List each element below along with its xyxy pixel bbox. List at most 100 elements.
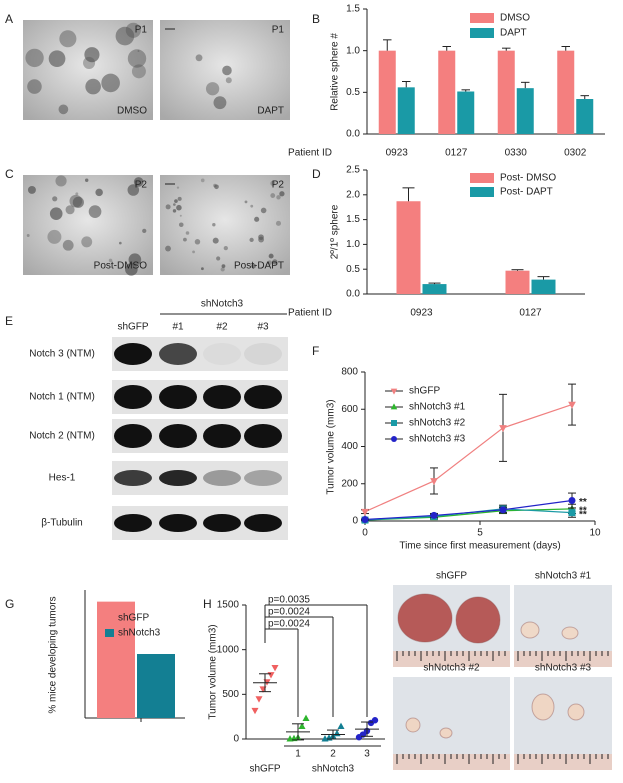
sphere-blob	[88, 205, 102, 218]
sphere-blob	[244, 200, 248, 204]
legend-label: shNotch3 #3	[409, 434, 466, 445]
marker	[298, 722, 306, 730]
sphere-blob	[221, 264, 226, 269]
bar	[396, 201, 421, 294]
tumor	[520, 621, 540, 639]
blot-lane-label: shGFP	[117, 322, 148, 333]
sphere-blob	[25, 48, 44, 68]
panel-letter: C	[5, 167, 14, 181]
tumor-photo-label: shGFP	[436, 571, 467, 582]
legend-label: shNotch3 #2	[409, 418, 466, 429]
micrograph-passage: P1	[135, 25, 148, 36]
sphere-blob	[133, 177, 144, 187]
y-tick-label: 1.5	[346, 214, 360, 225]
x-tick-label: 0302	[564, 148, 587, 159]
marker	[361, 508, 369, 516]
sphere-blob	[205, 82, 220, 96]
sphere-blob	[62, 239, 74, 251]
p-value-label: p=0.0024	[268, 619, 310, 630]
sphere-blob	[195, 54, 203, 62]
panel-letter: E	[5, 314, 13, 328]
legend-swatch	[470, 173, 494, 183]
sphere-blob	[178, 222, 184, 228]
sphere-blob	[194, 239, 201, 245]
sphere-blob	[128, 253, 142, 266]
sphere-blob	[27, 185, 36, 194]
panel-letter: B	[312, 12, 320, 26]
series-line	[364, 404, 573, 513]
legend-label: Post- DAPT	[500, 187, 553, 198]
sphere-blob	[270, 180, 276, 186]
y-tick-label: 1.5	[346, 4, 360, 15]
y-tick-label: 1000	[217, 644, 240, 655]
blot-band	[159, 343, 197, 365]
micrograph-treatment: Post-DMSO	[94, 261, 148, 272]
sphere-blob	[95, 188, 103, 197]
legend-swatch	[470, 187, 494, 197]
sphere-blob	[279, 191, 285, 197]
marker	[302, 714, 310, 722]
tumor-photo-label: shNotch3 #3	[535, 663, 592, 674]
blot-band	[114, 514, 152, 532]
sphere-blob	[58, 104, 69, 115]
tumor	[439, 727, 453, 739]
y-tick-label: 0.0	[346, 129, 360, 140]
bar	[97, 601, 135, 718]
blot-band	[203, 385, 241, 409]
blot-row-label: β-Tubulin	[41, 518, 83, 529]
sphere-blob	[83, 56, 96, 69]
blot-band	[159, 424, 197, 448]
sphere-blob	[201, 267, 204, 271]
blot-lane-label: #1	[172, 322, 184, 333]
sphere-blob	[127, 49, 147, 68]
marker	[568, 497, 576, 505]
sphere-blob	[183, 237, 187, 242]
blot-lane-label: #2	[216, 322, 228, 333]
sphere-blob	[119, 241, 122, 245]
blot-band	[114, 424, 152, 448]
legend-label: shNotch3 #1	[409, 402, 466, 413]
sphere-blob	[125, 263, 138, 276]
group-label: shNotch3	[312, 764, 355, 775]
x-tick-label: 10	[589, 528, 601, 539]
marker	[255, 696, 263, 703]
y-tick-label: 2.5	[346, 165, 360, 176]
bar	[576, 99, 594, 134]
sphere-blob	[179, 214, 182, 217]
y-tick-label: 500	[222, 689, 239, 700]
sphere-blob	[27, 79, 42, 94]
bar	[422, 284, 447, 294]
blot-row-label: Notch 3 (NTM)	[29, 349, 95, 360]
legend-swatch	[470, 13, 494, 23]
bar	[397, 87, 415, 134]
sphere-blob	[268, 253, 274, 259]
legend-marker	[390, 388, 398, 395]
y-tick-label: 200	[341, 478, 358, 489]
x-tick-label: 2	[330, 749, 336, 760]
micrograph-treatment: DAPT	[257, 106, 284, 117]
y-tick-label: 0.5	[346, 264, 360, 275]
tumor	[397, 593, 453, 643]
sphere-blob	[137, 50, 140, 53]
bar	[438, 50, 456, 134]
y-tick-label: 0	[233, 734, 239, 745]
micrograph-passage: P2	[272, 180, 285, 191]
tumor	[455, 596, 501, 644]
legend-label: DMSO	[500, 13, 530, 24]
micrograph-treatment: Post-DAPT	[234, 261, 284, 272]
marker	[337, 722, 345, 730]
legend-swatch	[105, 629, 114, 637]
sphere-blob	[85, 178, 89, 182]
sphere-blob	[101, 73, 120, 93]
legend-label: shGFP	[118, 613, 149, 624]
sphere-blob	[258, 234, 264, 240]
sphere-blob	[47, 229, 62, 244]
sphere-blob	[55, 175, 67, 187]
blot-band	[244, 514, 282, 532]
bar	[557, 50, 575, 134]
legend-label: shNotch3	[118, 628, 161, 639]
sphere-blob	[75, 192, 79, 196]
sphere-blob	[174, 199, 178, 203]
x-tick-label: 0330	[505, 148, 528, 159]
